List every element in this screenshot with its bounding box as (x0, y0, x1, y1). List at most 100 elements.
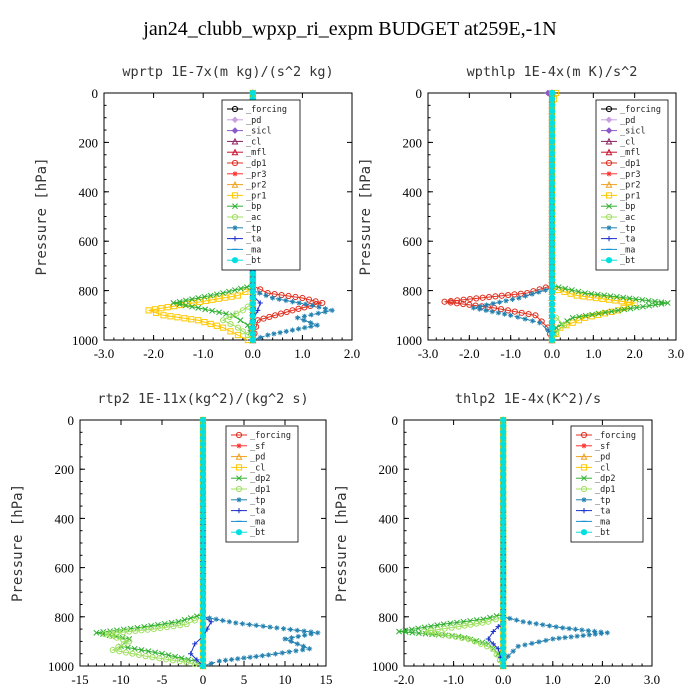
marker (232, 225, 238, 231)
marker (208, 660, 214, 667)
marker (249, 318, 256, 326)
marker (500, 560, 507, 568)
legend-label: _forcing (595, 431, 636, 441)
marker (199, 578, 207, 586)
marker (235, 529, 243, 536)
panel-title: wprtp 1E-7x(m kg)/(s^2 kg) (122, 64, 333, 80)
marker (234, 331, 242, 339)
marker (581, 497, 587, 503)
marker (598, 630, 604, 637)
marker (566, 625, 572, 632)
marker (199, 644, 207, 652)
marker (500, 554, 507, 562)
legend-label: _ta (620, 235, 635, 245)
marker (604, 630, 610, 636)
marker (548, 234, 556, 241)
marker (229, 656, 235, 663)
legend-label: _ta (246, 235, 261, 245)
x-tick-label: 1.0 (545, 672, 561, 687)
marker (301, 317, 307, 323)
marker (548, 107, 556, 115)
marker (500, 620, 507, 628)
marker (548, 228, 556, 235)
y-tick-label: 0 (416, 86, 423, 101)
marker (243, 284, 250, 291)
marker (500, 458, 507, 466)
marker (232, 171, 238, 177)
marker (188, 316, 195, 323)
legend: _forcing_sf_pd_cl_dp2_dp1_tp_ta_ma_bt (225, 425, 299, 543)
marker (181, 315, 188, 322)
marker (199, 416, 207, 424)
marker (315, 630, 321, 636)
marker (271, 331, 277, 337)
marker (503, 298, 509, 304)
marker (199, 620, 207, 628)
marker (301, 313, 307, 319)
series-line (398, 420, 504, 667)
marker (289, 299, 296, 305)
x-tick-label: 2.0 (594, 672, 610, 687)
legend-label: _forcing (620, 105, 661, 115)
marker (505, 653, 511, 659)
marker (301, 304, 308, 311)
marker (266, 313, 273, 321)
marker (319, 299, 326, 307)
marker (278, 291, 285, 299)
marker (500, 470, 507, 478)
marker (314, 322, 320, 328)
x-tick-label: 1.0 (294, 346, 310, 361)
marker (543, 637, 549, 644)
marker (500, 518, 507, 526)
marker (199, 632, 207, 640)
marker (312, 298, 319, 305)
marker (199, 548, 207, 556)
marker (293, 648, 299, 654)
marker (529, 291, 535, 297)
marker (199, 458, 207, 466)
legend-label: _ac (620, 213, 635, 223)
y-tick-label: 400 (55, 511, 75, 526)
marker (568, 634, 574, 640)
marker (289, 307, 296, 314)
marker (195, 295, 202, 301)
marker (579, 627, 585, 633)
marker (560, 625, 566, 631)
marker (500, 452, 507, 460)
marker (315, 310, 321, 316)
x-tick-label: -3.0 (94, 346, 115, 361)
marker (548, 89, 556, 97)
marker (257, 300, 263, 306)
legend-label: _pd (250, 453, 265, 463)
y-tick-label: 600 (379, 561, 399, 576)
marker (500, 650, 507, 658)
marker (548, 324, 556, 332)
marker (199, 596, 207, 604)
marker (548, 258, 556, 265)
marker (500, 566, 507, 574)
marker (548, 120, 556, 127)
marker (500, 428, 507, 436)
y-tick-label: 200 (79, 135, 99, 150)
marker (550, 636, 556, 642)
marker (605, 257, 613, 264)
x-tick-label: 5 (241, 672, 248, 687)
marker (199, 560, 207, 568)
marker (500, 578, 507, 586)
y-tick-label: 400 (379, 511, 399, 526)
y-tick-label: 600 (55, 561, 75, 576)
legend-label: _ac (246, 213, 261, 223)
legend-label: _bt (250, 528, 265, 538)
marker (201, 318, 208, 326)
marker (546, 623, 553, 629)
series-line (148, 93, 254, 341)
x-tick-label: -10 (112, 672, 129, 687)
marker (213, 291, 220, 298)
marker (548, 101, 556, 109)
y-tick-label: 0 (392, 413, 399, 428)
marker (500, 572, 507, 580)
marker (548, 264, 556, 271)
panel-title: wpthlp 1E-4x(m K)/s^2 (467, 64, 638, 80)
legend-label: _tp (620, 224, 635, 234)
marker (219, 317, 227, 324)
